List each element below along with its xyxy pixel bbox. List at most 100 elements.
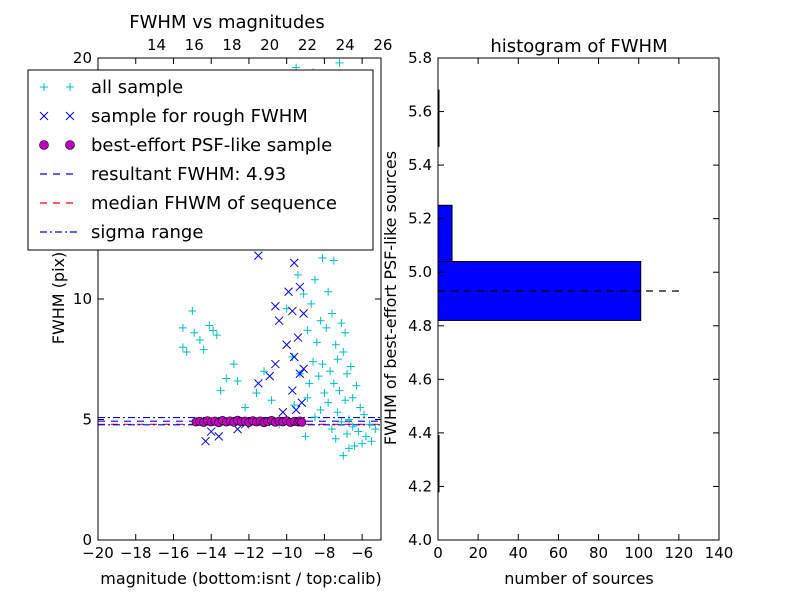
hist-y-tick-label-0: 4.0 (408, 531, 432, 549)
series-0-point-87 (365, 420, 374, 429)
series-0-point-28 (299, 290, 308, 299)
top-tick-label-6: 26 (373, 36, 392, 54)
histogram-panel: 0 20 40 60 80 100 120 140 4.0 4.2 4.4 4.6 4.8 5.0 5.2 5… (381, 36, 733, 588)
series-0-point-1 (178, 343, 187, 352)
legend-marker-0a (40, 83, 48, 91)
x-tick-label-2: −16 (158, 544, 190, 562)
series-0-point-9 (212, 331, 221, 340)
hist-x-tick-label-4: 80 (589, 544, 608, 562)
series-0-point-5 (195, 335, 204, 344)
series-0-point-4 (190, 328, 199, 337)
series-0-point-68 (337, 417, 346, 426)
histogram-bar-4 (437, 204, 453, 263)
top-tick-label-1: 16 (185, 36, 204, 54)
histogram-y-axis-label: FWHM of best-effort PSF-like sources (381, 151, 400, 445)
series-0-point-72 (341, 328, 350, 337)
histogram-bar-3 (437, 261, 642, 321)
hist-x-tick-label-6: 120 (665, 544, 694, 562)
legend-marker-1b (65, 111, 75, 121)
series-0-point-45 (316, 316, 325, 325)
legend-label-5: sigma range (91, 222, 203, 243)
hist-x-tick-label-1: 20 (469, 544, 488, 562)
top-tick-label-2: 18 (222, 36, 241, 54)
series-1-point-26 (295, 369, 305, 379)
series-0-point-22 (288, 352, 297, 361)
histogram-x-axis-label: number of sources (504, 569, 654, 588)
hist-y-tick-label-4: 4.8 (408, 317, 432, 335)
series-0-point-37 (309, 357, 318, 366)
series-0-point-74 (343, 369, 352, 378)
x-tick-label-0: −20 (82, 544, 114, 562)
series-0-point-60 (329, 256, 338, 265)
y-tick-label-0: 0 (82, 531, 92, 549)
series-0-point-32 (303, 393, 312, 402)
series-0-point-70 (339, 451, 348, 460)
series-0-point-81 (352, 381, 361, 390)
series-0-point-40 (310, 275, 319, 284)
series-0-point-14 (241, 403, 250, 412)
series-1-point-14 (282, 340, 292, 350)
top-tick-label-3: 20 (260, 36, 279, 54)
series-0-point-64 (333, 408, 342, 417)
legend-box (27, 69, 374, 251)
series-0-point-55 (326, 367, 335, 376)
series-0-point-65 (335, 58, 344, 67)
legend-label-2: best-effort PSF-like sample (91, 135, 332, 156)
series-0-point-3 (188, 307, 197, 316)
series-0-point-48 (318, 360, 327, 369)
hist-x-tick-label-3: 60 (549, 544, 568, 562)
series-0-point-59 (329, 379, 338, 388)
series-1-point-15 (284, 287, 293, 297)
series-1-point-28 (297, 398, 307, 407)
series-0-point-16 (260, 367, 269, 376)
hist-x-tick-label-2: 40 (509, 544, 528, 562)
hist-y-tick-label-1: 4.2 (408, 477, 432, 495)
legend-marker-2a (39, 140, 49, 150)
histogram-title: histogram of FWHM (490, 36, 667, 57)
top-tick-label-4: 22 (298, 36, 317, 54)
scatter-y-axis-label: FWHM (pix) (49, 252, 68, 345)
x-tick-label-5: −10 (271, 544, 303, 562)
series-0-point-15 (252, 388, 261, 397)
series-1-point-20 (289, 352, 299, 362)
hist-y-tick-label-9: 5.8 (408, 49, 432, 67)
series-0-point-12 (229, 360, 238, 369)
series-0-point-89 (371, 425, 380, 434)
series-1-point-12 (278, 407, 288, 417)
series-1-point-9 (270, 301, 280, 311)
hist-y-tick-label-7: 5.4 (408, 156, 432, 174)
series-0-point-69 (339, 348, 348, 357)
series-0-point-83 (356, 403, 365, 412)
series-0-point-25 (293, 270, 302, 279)
series-0-point-53 (324, 398, 333, 407)
y-tick-label-2: 10 (73, 290, 92, 308)
hist-x-tick-label-7: 140 (705, 544, 734, 562)
series-0-point-39 (310, 413, 319, 422)
x-tick-label-1: −18 (120, 544, 152, 562)
series-1-point-1 (206, 427, 216, 436)
scatter-x-axis-label: magnitude (bottom:isnt / top:calib) (100, 569, 381, 588)
series-1-point-25 (295, 282, 305, 292)
scatter-panel: −20 −18 −16 −14 −12 −10 −8 −6 14 16 18 20 22 24 26 0 5 10… (27, 12, 393, 588)
series-0-point-57 (327, 425, 336, 434)
series-1-point-10 (270, 359, 280, 369)
scatter-ticks: −20 −18 −16 −14 −12 −10 −8 −6 14 16 18 20 22 24 26 0 5 10… (73, 36, 393, 562)
series-0-point-80 (350, 442, 359, 451)
series-0-point-63 (333, 355, 342, 364)
x-tick-label-3: −14 (195, 544, 227, 562)
series-0-point-35 (307, 299, 316, 308)
series-0-point-71 (341, 396, 350, 405)
series-0-point-51 (322, 323, 331, 332)
legend-label-1: sample for rough FWHM (91, 106, 308, 127)
hist-y-tick-label-3: 4.6 (408, 370, 432, 388)
series-0-point-82 (354, 427, 363, 436)
hist-x-tick-label-0: 0 (433, 544, 443, 562)
series-0-point-41 (312, 338, 321, 347)
series-0-point-29 (301, 432, 310, 441)
series-0-point-13 (233, 376, 242, 385)
series-1-point-5 (254, 251, 263, 260)
series-0-point-10 (216, 386, 225, 395)
series-1-point-6 (254, 378, 263, 388)
y-tick-label-3: 20 (73, 49, 92, 67)
series-0-point-88 (367, 437, 376, 446)
